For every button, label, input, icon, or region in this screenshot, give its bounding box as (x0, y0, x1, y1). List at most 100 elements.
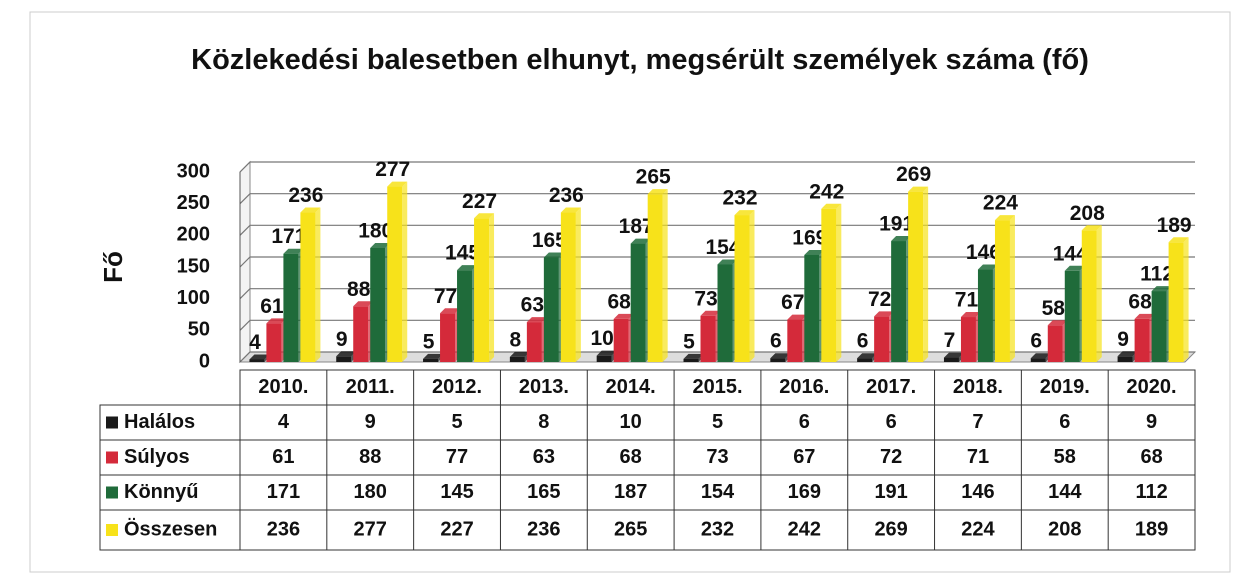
x-tick-label: 2013. (519, 376, 569, 398)
x-tick-label: 2010. (258, 376, 308, 398)
data-label: 232 (722, 187, 757, 210)
data-label: 8 (510, 328, 522, 351)
data-label: 265 (636, 166, 671, 189)
data-label: 6 (770, 330, 782, 353)
data-label: 73 (694, 287, 717, 310)
x-tick-label: 2015. (692, 376, 742, 398)
bar (353, 306, 369, 362)
table-cell: 187 (614, 481, 647, 503)
bar-top (630, 238, 651, 244)
data-label: 72 (868, 288, 891, 311)
bar (1134, 318, 1150, 362)
table-cell: 224 (961, 518, 995, 540)
data-label: 191 (879, 213, 914, 236)
table-cell: 7 (972, 411, 983, 433)
bar-top (1081, 225, 1102, 231)
bar-top (857, 353, 878, 359)
bar-top (1030, 353, 1051, 359)
bar-top (283, 248, 304, 254)
grid-line (239, 161, 1195, 173)
legend-key (106, 524, 118, 536)
legend-key (106, 416, 118, 429)
table-cell: 146 (961, 481, 994, 503)
table-cell: 67 (793, 446, 815, 468)
table-cell: 9 (365, 411, 376, 433)
table-cell: 169 (788, 481, 821, 503)
bar (336, 356, 352, 362)
bar-top (457, 265, 478, 271)
bar-top (700, 310, 721, 316)
table-cell: 72 (880, 446, 902, 468)
data-label: 4 (249, 331, 261, 354)
table-cell: 191 (874, 481, 907, 503)
bar-top (804, 249, 825, 255)
data-label: 236 (549, 184, 584, 207)
bar (543, 257, 559, 362)
bar-top (526, 317, 547, 323)
table-cell: 9 (1146, 411, 1157, 433)
table-cell: 61 (272, 446, 294, 468)
data-label: 68 (608, 290, 632, 313)
bar (560, 212, 576, 362)
data-label: 189 (1157, 214, 1192, 237)
data-label: 71 (955, 289, 979, 312)
bar-top (1047, 320, 1068, 326)
legend-label: Összesen (124, 517, 217, 540)
bar-top (543, 252, 564, 258)
grid-line (239, 256, 1195, 268)
bar-top (474, 213, 495, 219)
bar (717, 264, 733, 362)
legend-label: Halálos (124, 411, 195, 433)
bar (630, 243, 646, 362)
table-cell: 242 (788, 518, 821, 540)
bar (700, 315, 716, 362)
data-label: 9 (1117, 328, 1129, 351)
bar-top (370, 243, 391, 248)
bar-top (387, 181, 408, 187)
x-tick-label: 2018. (953, 376, 1003, 398)
bar (734, 215, 750, 362)
table-cell: 5 (451, 411, 462, 433)
table-cell: 68 (1140, 446, 1162, 468)
bar-top (1064, 265, 1085, 271)
table-cell: 265 (614, 518, 647, 540)
bar (387, 186, 403, 362)
bar-top (821, 203, 842, 209)
bar (874, 316, 890, 362)
bar (249, 359, 265, 362)
bar (440, 313, 456, 362)
bar-top (560, 207, 581, 213)
x-tick-label: 2017. (866, 376, 916, 398)
table-cell: 208 (1048, 518, 1081, 540)
table-cell: 4 (278, 411, 290, 433)
bar-side (1183, 237, 1189, 362)
legend-key (106, 451, 118, 464)
x-tick-label: 2019. (1040, 376, 1090, 398)
y-tick-label: 0 (199, 350, 210, 372)
bar-top (770, 353, 791, 359)
data-label: 112 (1140, 263, 1174, 286)
bar (266, 323, 282, 362)
bar (1151, 291, 1167, 362)
table-cell: 227 (440, 518, 473, 540)
data-label: 58 (1042, 297, 1066, 320)
data-label: 6 (1030, 330, 1042, 353)
bar-top (908, 186, 929, 192)
table-cell: 68 (620, 446, 642, 468)
bar (457, 270, 473, 362)
bar (960, 317, 976, 362)
data-label: 5 (423, 330, 435, 353)
bar (891, 241, 907, 362)
bar-top (1117, 351, 1138, 357)
grid-line (239, 288, 1195, 300)
bar (283, 253, 299, 362)
data-label: 9 (336, 328, 348, 351)
data-label: 77 (434, 285, 457, 308)
table-cell: 10 (620, 411, 642, 433)
bar-side (749, 210, 755, 362)
data-label: 154 (705, 236, 740, 259)
y-tick-label: 300 (177, 160, 210, 182)
data-label: 169 (792, 227, 827, 250)
table-cell: 71 (967, 446, 989, 468)
